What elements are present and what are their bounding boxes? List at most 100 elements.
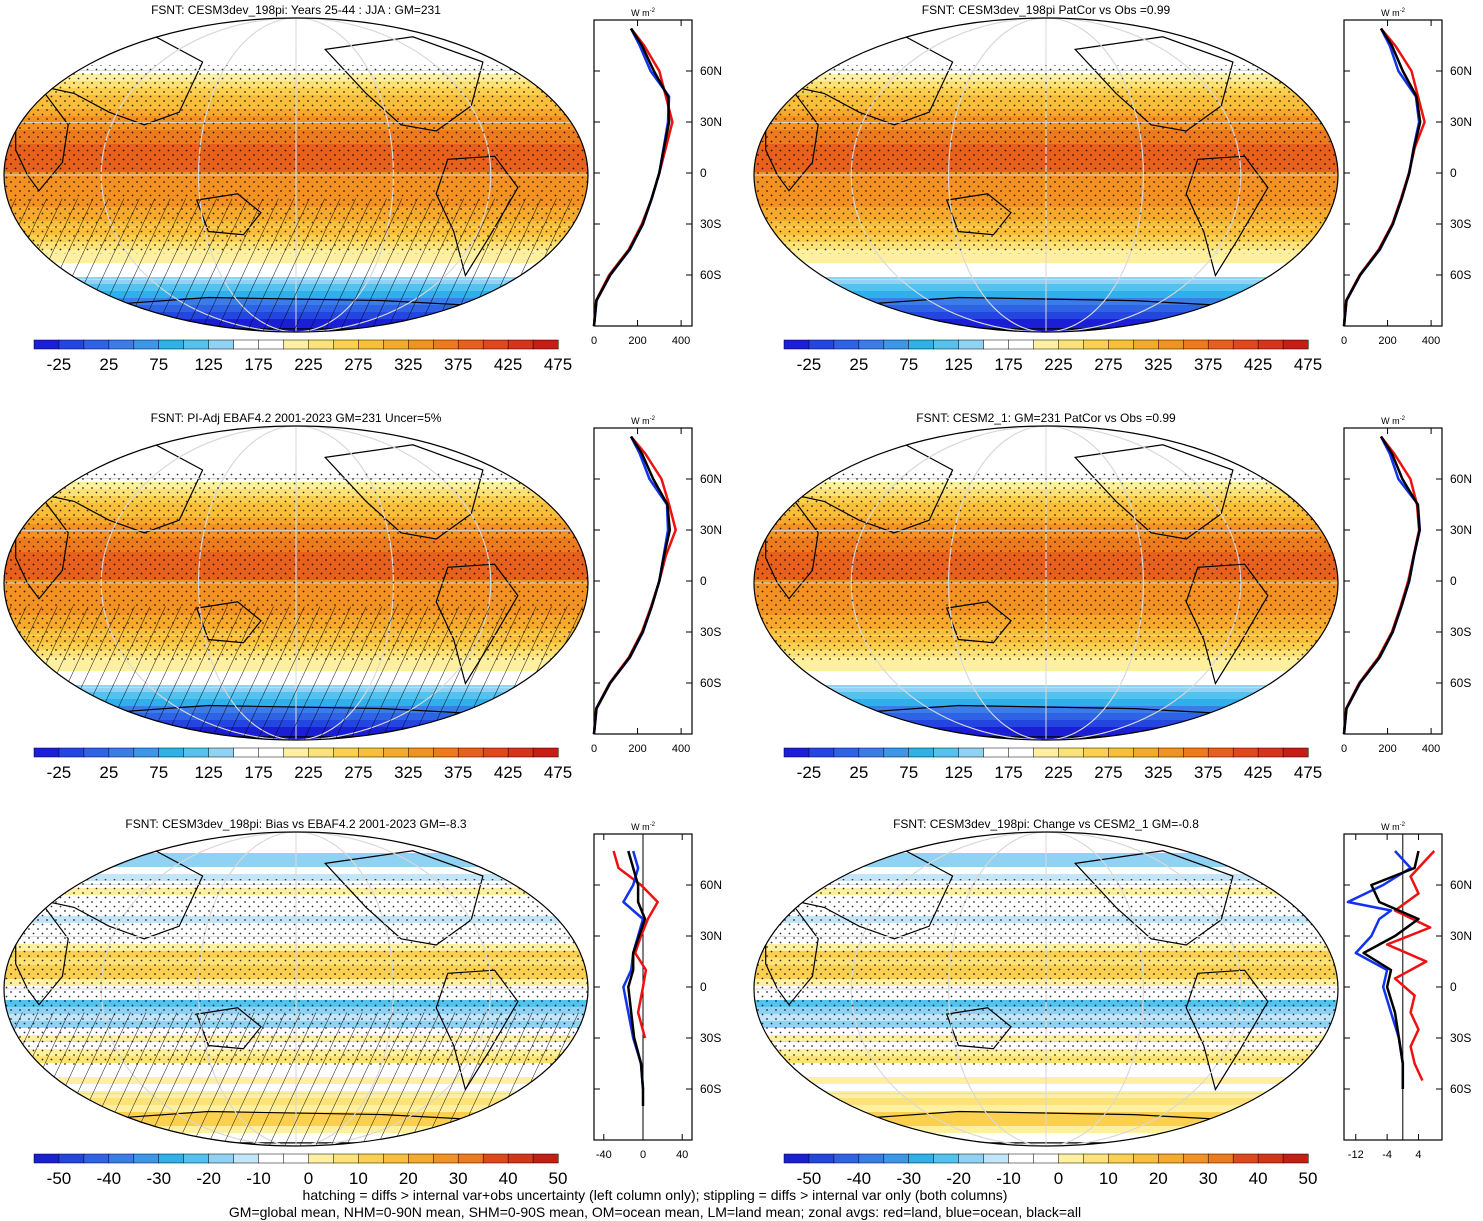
colorbar-box xyxy=(833,339,860,350)
colorbar-box xyxy=(183,339,210,350)
zonal-unit-label: W m-2 xyxy=(1381,822,1405,832)
zonal-unit-label: W m-2 xyxy=(631,8,655,18)
colorbar-label: -40 xyxy=(847,1169,872,1188)
colorbar-box xyxy=(908,747,935,758)
colorbar-box xyxy=(33,747,60,758)
y-tick-label: 30N xyxy=(700,929,722,943)
colorbar-box xyxy=(1108,1153,1134,1164)
x-tick-label: 4 xyxy=(1415,1149,1421,1161)
zonal-line-all xyxy=(592,435,672,735)
y-tick-label: 30S xyxy=(700,217,721,231)
colorbar-box xyxy=(358,1153,384,1164)
colorbar-label: -20 xyxy=(946,1169,971,1188)
colorbar-box xyxy=(208,1153,235,1164)
colorbar-box xyxy=(358,339,384,350)
y-tick-label: 0 xyxy=(1450,166,1457,180)
colorbar-box xyxy=(258,339,285,350)
colorbar-box xyxy=(858,747,885,758)
colorbar-label: 40 xyxy=(499,1169,518,1188)
x-tick-label: 200 xyxy=(628,335,646,347)
x-tick-label: -4 xyxy=(1382,1149,1392,1161)
colorbar-box xyxy=(1232,747,1259,758)
colorbar-label: 175 xyxy=(244,355,272,374)
colorbar-label: 25 xyxy=(99,355,118,374)
colorbar-label: -25 xyxy=(797,355,822,374)
zonal-unit-label: W m-2 xyxy=(631,822,655,832)
zonal-panel: W m-2 60N 30N 0 30S 60S -12 -4 4 xyxy=(1343,822,1472,1161)
x-tick-label: 0 xyxy=(1341,743,1347,755)
y-tick-label: 30N xyxy=(700,523,722,537)
colorbar-box xyxy=(158,339,185,350)
x-tick-label: 400 xyxy=(1422,743,1440,755)
colorbar-box xyxy=(133,747,160,758)
colorbar-box xyxy=(308,747,334,758)
colorbar-box xyxy=(133,339,160,350)
x-tick-label: 200 xyxy=(628,743,646,755)
colorbar-box xyxy=(1232,1153,1259,1164)
colorbar-box xyxy=(482,339,509,350)
y-tick-label: 60N xyxy=(700,878,722,892)
colorbar-box xyxy=(457,747,484,758)
panel-1: FSNT: CESM3dev_198pi: Years 25-44 : JJA … xyxy=(3,3,722,374)
colorbar-box xyxy=(432,339,459,350)
map-field xyxy=(4,18,588,332)
colorbar-box xyxy=(432,747,459,758)
y-tick-label: 60S xyxy=(700,268,721,282)
colorbar: -25 25 75 125 175 225 275 325 375 425 475 xyxy=(783,747,1322,782)
colorbar-box xyxy=(1182,1153,1209,1164)
zonal-line-all xyxy=(1342,27,1422,327)
colorbar-label: -25 xyxy=(797,763,822,782)
colorbar-label: -40 xyxy=(97,1169,122,1188)
y-tick-label: 60S xyxy=(1450,676,1471,690)
zonal-line-land xyxy=(612,850,659,1039)
x-tick-label: 0 xyxy=(1341,335,1347,347)
y-tick-label: 60N xyxy=(700,472,722,486)
colorbar-box xyxy=(208,747,235,758)
colorbar-box xyxy=(383,1153,409,1164)
y-tick-label: 0 xyxy=(1450,980,1457,994)
map-border xyxy=(3,17,589,333)
colorbar-box xyxy=(1033,339,1060,350)
colorbar-box xyxy=(233,1153,260,1164)
colorbar-box xyxy=(1282,1153,1309,1164)
colorbar-box xyxy=(858,1153,885,1164)
colorbar-label: 225 xyxy=(1044,355,1072,374)
colorbar-box xyxy=(1133,747,1159,758)
colorbar-box xyxy=(83,339,110,350)
colorbar-box xyxy=(482,1153,509,1164)
colorbar-label: 20 xyxy=(399,1169,418,1188)
colorbar-label: 375 xyxy=(1194,355,1222,374)
colorbar-box xyxy=(33,1153,60,1164)
colorbar-label: 325 xyxy=(1144,355,1172,374)
colorbar-label: 325 xyxy=(394,763,422,782)
panel-title: FSNT: CESM3dev_198pi: Change vs CESM2_1 … xyxy=(893,817,1199,831)
colorbar-label: 175 xyxy=(244,763,272,782)
colorbar-box xyxy=(983,747,1010,758)
colorbar-box xyxy=(1232,339,1259,350)
colorbar-box xyxy=(507,747,534,758)
colorbar-label: 275 xyxy=(344,355,372,374)
colorbar-box xyxy=(457,339,484,350)
footnote-line-2: GM=global mean, NHM=0-90N mean, SHM=0-90… xyxy=(228,1204,1082,1220)
colorbar-box xyxy=(1182,339,1209,350)
y-tick-label: 30S xyxy=(1450,1031,1471,1045)
colorbar-box xyxy=(333,747,359,758)
colorbar-label: 475 xyxy=(1294,355,1322,374)
y-tick-label: 30N xyxy=(700,115,722,129)
colorbar-box xyxy=(1182,747,1209,758)
colorbar-label: -10 xyxy=(246,1169,271,1188)
colorbar-box xyxy=(183,1153,210,1164)
colorbar-label: 475 xyxy=(544,763,572,782)
colorbar-box xyxy=(933,339,960,350)
colorbar-box xyxy=(983,339,1010,350)
colorbar-label: 225 xyxy=(294,763,322,782)
colorbar-box xyxy=(783,1153,810,1164)
colorbar-label: 375 xyxy=(1194,763,1222,782)
colorbar-label: 75 xyxy=(149,763,168,782)
colorbar-box xyxy=(833,1153,860,1164)
colorbar-box xyxy=(408,1153,434,1164)
y-tick-label: 30S xyxy=(1450,217,1471,231)
y-tick-label: 30N xyxy=(1450,929,1472,943)
colorbar-box xyxy=(958,747,985,758)
colorbar-box xyxy=(258,747,285,758)
